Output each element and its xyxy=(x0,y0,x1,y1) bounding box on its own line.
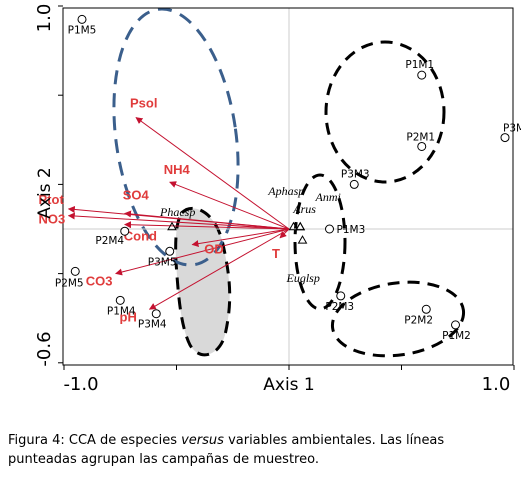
caption-prefix: Figura 4: CCA de especies xyxy=(8,433,182,448)
species-label-anmi: Anmi xyxy=(315,190,341,204)
vector-co3 xyxy=(115,228,290,276)
species-marker-phacsp xyxy=(167,221,177,231)
vector-label-cond: Cond xyxy=(124,229,157,244)
site-label-p1m4: P1M4 xyxy=(107,305,136,317)
campaign-group-shaded xyxy=(174,206,232,357)
vector-label-no3: NO3 xyxy=(39,212,66,227)
x-tick-min: -1.0 xyxy=(63,374,98,395)
vector-od xyxy=(191,228,290,248)
y-tick-min: -0.6 xyxy=(34,331,55,366)
species-marker-arus xyxy=(295,221,306,231)
site-label-p2m1: P2M1 xyxy=(406,131,435,143)
site-marker-p2m1 xyxy=(417,141,427,151)
vector-nh4 xyxy=(169,181,290,230)
site-label-p3m4: P3M4 xyxy=(138,319,167,331)
species-label-euglsp: Euglsp xyxy=(286,271,320,285)
site-label-p1m1: P1M1 xyxy=(405,59,434,71)
site-label-p2m2: P2M2 xyxy=(404,314,433,326)
environmental-vectors: Ptot NO3 SO4 Cond Psol NH4 CO3 pH OD T xyxy=(39,96,290,324)
site-marker-p3m5 xyxy=(165,246,175,256)
site-label-p2m3: P2M3 xyxy=(325,301,354,313)
site-marker-p2m2 xyxy=(421,304,431,314)
site-label-p3m5: P3M5 xyxy=(148,256,177,268)
vector-ph xyxy=(148,228,290,310)
site-label-p3m1: P3M1 xyxy=(503,123,521,135)
y-axis-title: Axis 2 xyxy=(35,167,55,219)
species-marker-anmi xyxy=(288,221,299,231)
site-marker-p1m5 xyxy=(77,14,87,24)
site-marker-p2m4 xyxy=(120,226,130,236)
y-tick-max: 1.0 xyxy=(34,4,55,33)
site-label-p2m5: P2M5 xyxy=(55,277,84,289)
axes xyxy=(58,5,515,370)
axis-ticks xyxy=(58,5,515,370)
vector-t xyxy=(279,228,290,239)
site-marker-p1m4 xyxy=(115,295,125,305)
campaign-group-blue xyxy=(112,7,240,267)
vector-psol xyxy=(135,117,290,230)
site-label-p2m4: P2M4 xyxy=(95,235,124,247)
site-marker-p3m3 xyxy=(349,179,359,189)
site-marker-p2m5 xyxy=(70,266,80,276)
vector-label-ptot: Ptot xyxy=(39,192,65,207)
site-label-p3m3: P3M3 xyxy=(341,168,370,180)
vector-so4 xyxy=(124,210,290,230)
vector-label-od: OD xyxy=(204,242,224,257)
site-points: P1M5 P1M1 P2M1 P3M1 P3M3 P1M3 P2M4 P3M5 P2M5 P1M4… xyxy=(55,14,521,342)
campaign-groups xyxy=(112,7,466,358)
species-label-phacsp: Phacsp xyxy=(159,205,195,219)
species-label-aphasp: Aphasp xyxy=(267,184,304,198)
site-marker-p3m1 xyxy=(500,133,510,143)
figure-caption: Figura 4: CCA de especies versus variabl… xyxy=(8,431,513,469)
vector-no3 xyxy=(67,212,290,230)
site-marker-p1m3 xyxy=(325,224,334,234)
site-marker-p1m2 xyxy=(451,320,460,330)
vector-label-t: T xyxy=(272,246,280,261)
site-marker-p1m1 xyxy=(417,70,427,80)
campaign-group-m3 xyxy=(293,173,347,311)
site-marker-p3m4 xyxy=(151,309,161,319)
site-label-p1m2: P1M2 xyxy=(442,330,471,342)
plot-frame xyxy=(62,7,514,366)
species-label-arus: Arus xyxy=(292,202,316,216)
vector-label-ph: pH xyxy=(120,309,137,324)
campaign-group-m1 xyxy=(324,40,446,184)
caption-suffix: variables ambientales. Las líneas puntea… xyxy=(8,433,445,467)
campaign-group-m2 xyxy=(330,280,466,358)
vector-label-psol: Psol xyxy=(130,96,157,111)
vector-cond xyxy=(124,221,290,230)
x-axis-title: Axis 1 xyxy=(263,375,315,395)
caption-italic: versus xyxy=(181,433,224,448)
species-marker-euglsp xyxy=(297,235,308,244)
x-tick-max: 1.0 xyxy=(482,374,511,395)
site-marker-p2m3 xyxy=(336,291,346,301)
vector-label-so4: SO4 xyxy=(123,187,150,202)
cca-biplot: Ptot NO3 SO4 Cond Psol NH4 CO3 pH OD T Aphasp Anmi… xyxy=(34,4,521,395)
vector-label-nh4: NH4 xyxy=(164,162,191,177)
site-label-p1m3: P1M3 xyxy=(337,224,366,236)
site-label-p1m5: P1M5 xyxy=(68,24,97,36)
vector-label-co3: CO3 xyxy=(86,274,113,289)
